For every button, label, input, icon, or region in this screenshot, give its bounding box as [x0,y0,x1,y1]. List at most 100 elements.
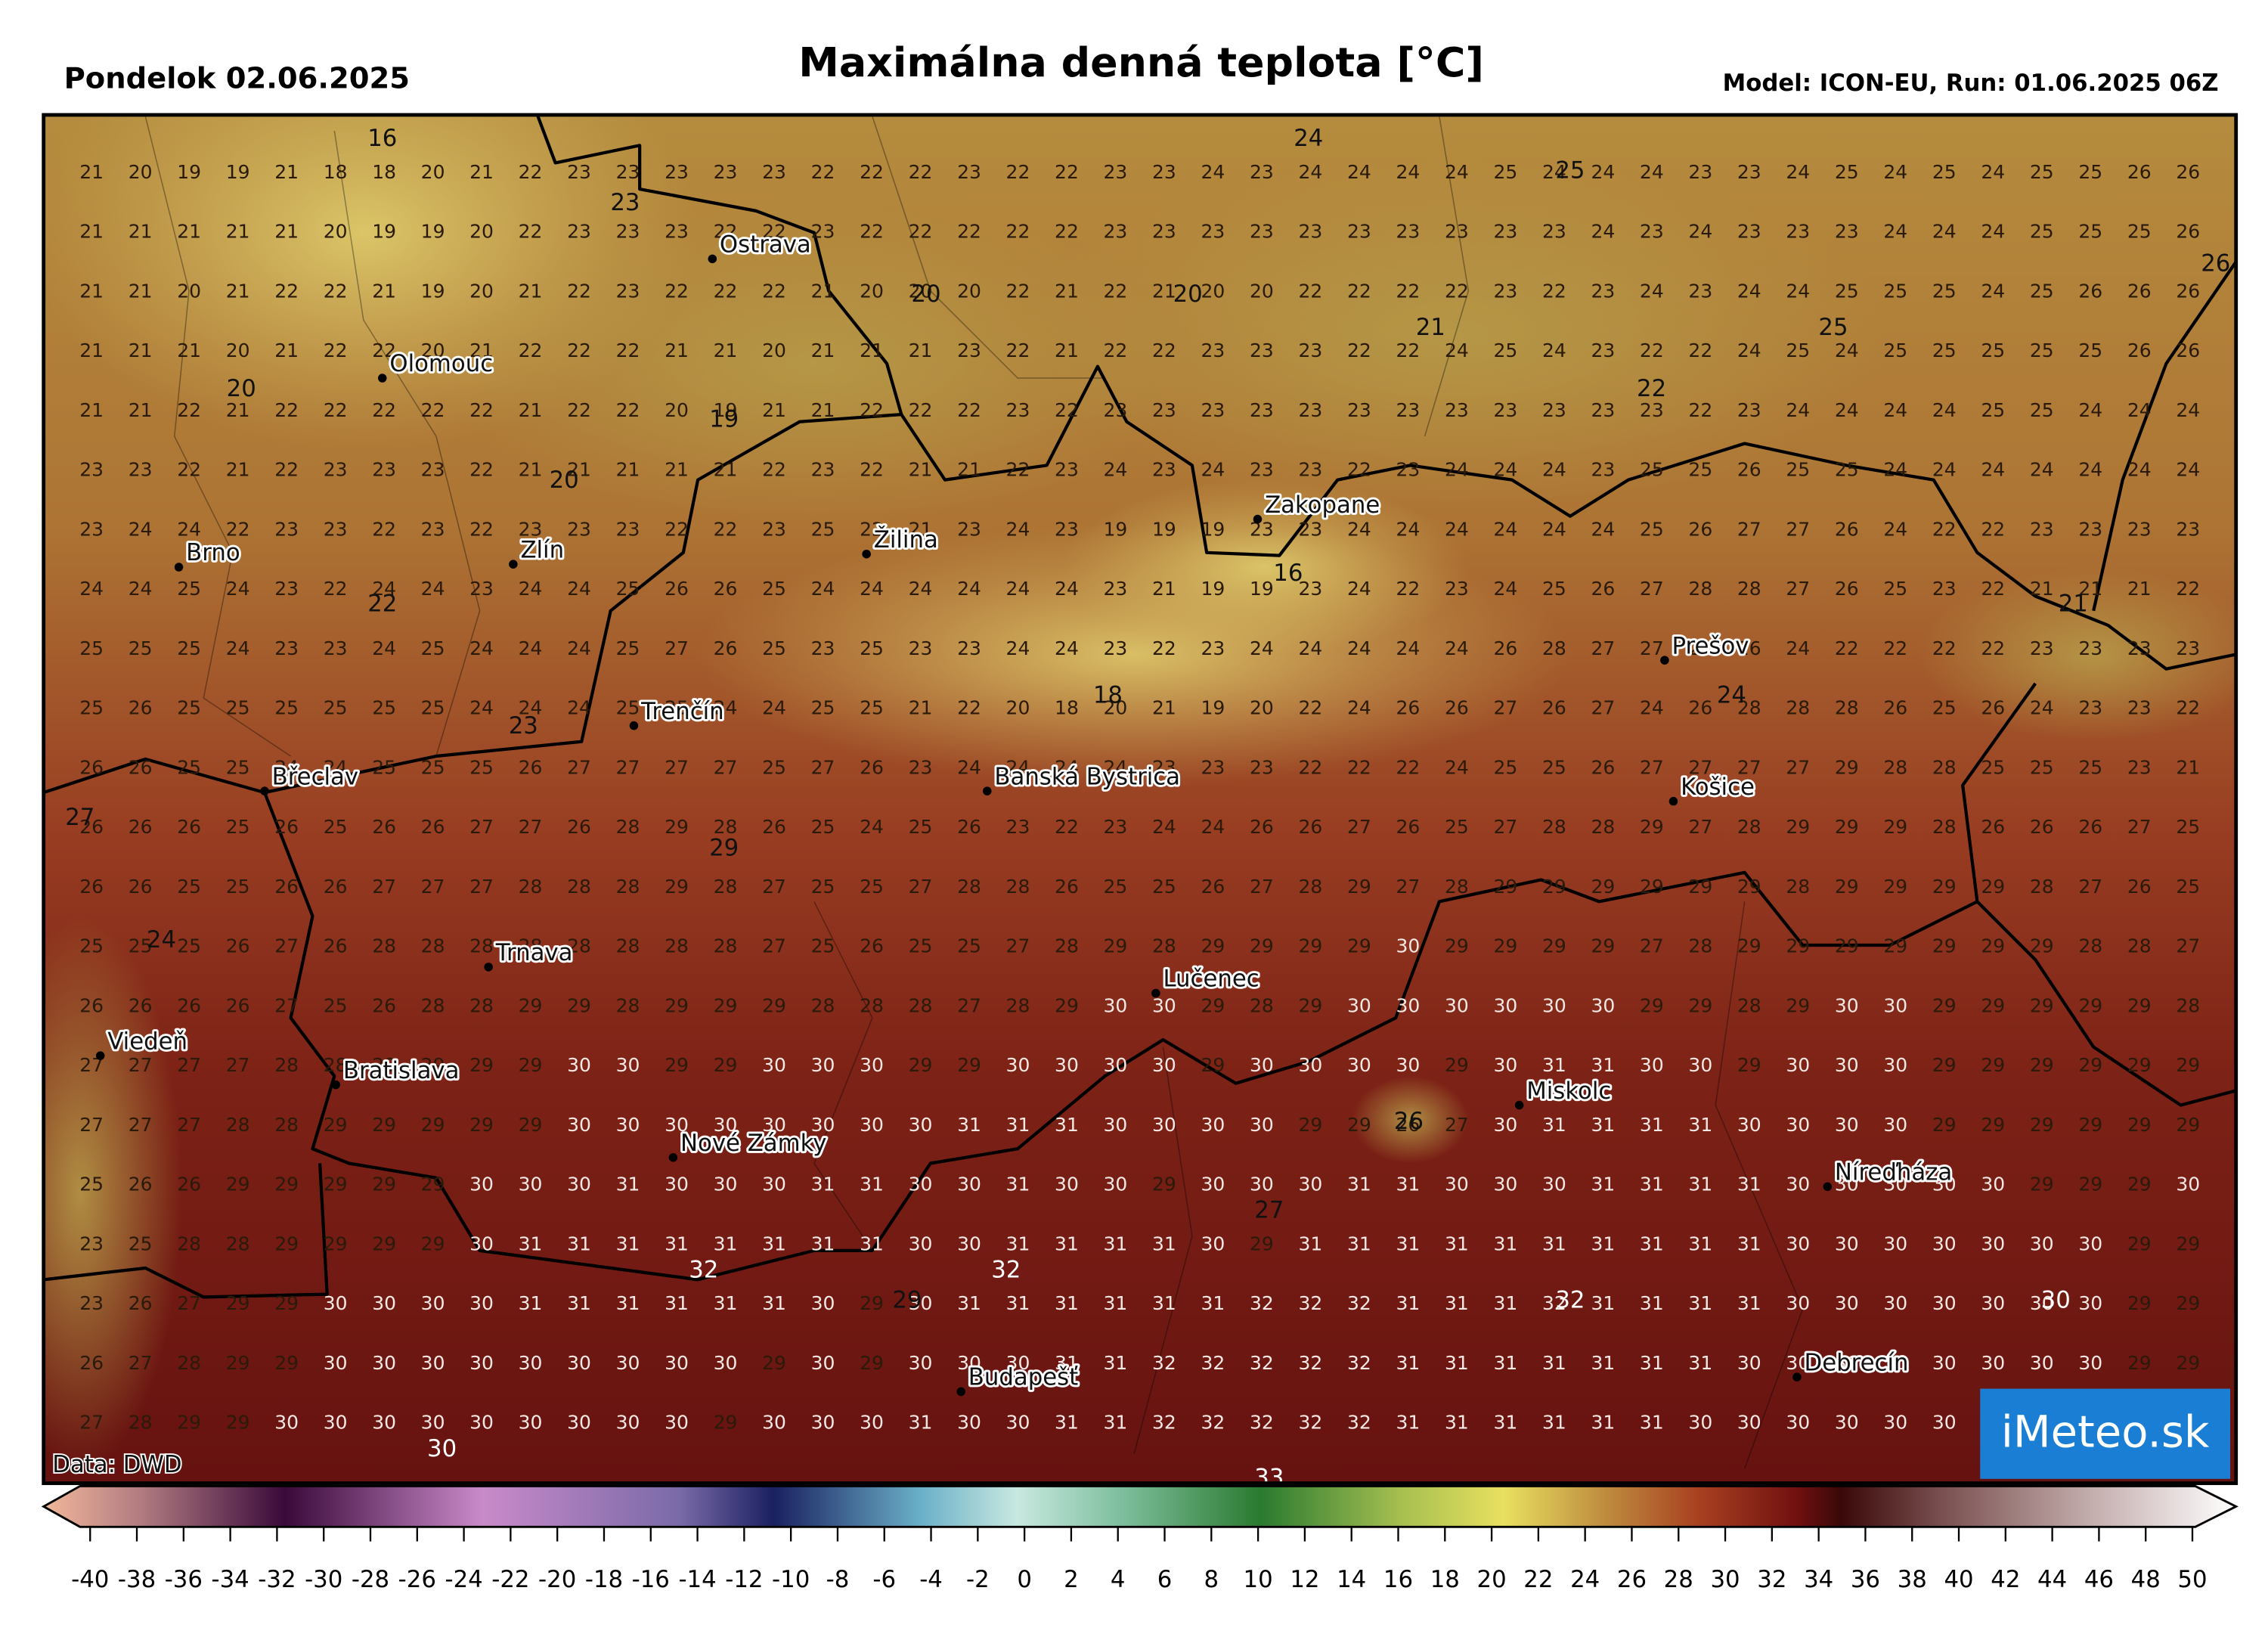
grid-value: 27 [714,756,738,778]
grid-value: 27 [2078,876,2102,898]
city-label: Níreďháza [1835,1158,1952,1186]
grid-value: 30 [1883,1233,1907,1254]
grid-value: 30 [1883,1114,1907,1136]
grid-value: 29 [519,1054,543,1076]
grid-value: 23 [1737,161,1761,183]
grid-value: 32 [1201,1352,1225,1374]
grid-value: 23 [79,459,104,481]
grid-value: 28 [1737,816,1761,838]
grid-value: 31 [860,1174,884,1195]
grid-value: 31 [1542,1233,1566,1254]
grid-value: 24 [469,637,494,659]
city-label: Ostrava [720,231,811,259]
grid-value: 29 [1250,1233,1274,1254]
cool-area [1919,567,2236,742]
grid-value: 25 [1445,816,1469,838]
grid-value: 21 [274,221,299,243]
grid-value: 25 [909,816,933,838]
grid-value: 22 [762,221,786,243]
grid-value: 22 [616,340,640,361]
grid-value: 29 [1932,1114,1957,1136]
grid-value: 24 [1445,340,1469,361]
grid-value: 23 [616,518,640,540]
city-marker [260,786,269,795]
grid-value: 24 [1737,280,1761,302]
grid-value: 29 [1786,816,1810,838]
grid-value: 25 [909,935,933,957]
grid-value: 24 [1347,518,1371,540]
grid-value: 22 [372,340,396,361]
grid-value: 22 [1055,399,1079,421]
grid-value: 21 [1055,280,1079,302]
grid-value: 27 [1640,935,1664,957]
grid-value: 29 [226,1174,250,1195]
grid-value: 26 [1396,1114,1420,1136]
grid-value: 29 [1883,876,1907,898]
grid-value: 24 [1835,340,1859,361]
grid-value: 31 [1055,1412,1079,1434]
grid-value: 29 [372,1114,396,1136]
grid-value: 29 [2078,1114,2102,1136]
grid-value: 23 [1201,221,1225,243]
grid-value: 24 [1299,637,1323,659]
grid-value: 22 [1981,637,2005,659]
grid-value: 30 [909,1233,933,1254]
grid-value: 31 [1055,1352,1079,1374]
grid-value: 25 [79,1174,104,1195]
grid-value: 31 [1591,1292,1615,1314]
grid-value: 26 [2176,340,2200,361]
grid-value: 26 [714,578,738,600]
grid-value: 30 [1786,1352,1810,1374]
grid-value: 27 [177,1054,201,1076]
cool-area [1018,160,1890,510]
grid-value: 25 [1932,697,1957,719]
grid-value: 28 [1250,994,1274,1016]
grid-value: 31 [1493,1292,1517,1314]
grid-value: 30 [1542,994,1566,1016]
grid-value: 30 [567,1054,591,1076]
grid-value: 27 [177,1292,201,1314]
grid-value: 21 [79,161,104,183]
grid-value: 23 [811,221,835,243]
grid-value: 30 [372,1352,396,1374]
grid-value: 30 [1591,994,1615,1016]
grid-value: 30 [1347,994,1371,1016]
grid-value: 28 [1737,697,1761,719]
grid-value: 30 [762,1114,786,1136]
grid-value: 30 [1786,1114,1810,1136]
city-marker [1514,1100,1524,1110]
grid-value: 23 [1104,578,1128,600]
grid-value: 20 [469,280,494,302]
grid-value: 23 [372,459,396,481]
grid-value: 24 [1493,459,1517,481]
city-label: Břeclav [272,763,358,790]
grid-value: 23 [1591,340,1615,361]
city-label: Miskolc [1526,1078,1611,1105]
grid-value: 29 [469,1054,494,1076]
model-info: Model: ICON-EU, Run: 01.06.2025 06Z [1723,70,2219,97]
grid-value: 25 [2078,161,2102,183]
grid-value: 23 [1299,340,1323,361]
grid-value: 25 [1152,876,1176,898]
colorbar-tick-label: -28 [352,1566,389,1593]
colorbar-tick-label: 0 [1017,1566,1032,1593]
city-marker [708,254,717,264]
grid-value: 29 [1932,994,1957,1016]
grid-value: 25 [1981,756,2005,778]
grid-value: 31 [1104,1233,1128,1254]
grid-value: 28 [274,1054,299,1076]
grid-value: 28 [567,876,591,898]
grid-value: 30 [1786,1054,1810,1076]
grid-value: 19 [421,221,445,243]
grid-value: 30 [2030,1233,2054,1254]
grid-value: 29 [372,1233,396,1254]
grid-value: 19 [714,399,738,421]
contour-label: 27 [65,804,94,831]
grid-value: 26 [1737,459,1761,481]
grid-value: 28 [1835,697,1859,719]
grid-value: 21 [129,221,153,243]
grid-value: 25 [1932,340,1957,361]
grid-value: 30 [1104,994,1128,1016]
grid-value: 30 [1786,1174,1810,1195]
grid-value: 23 [1396,221,1420,243]
